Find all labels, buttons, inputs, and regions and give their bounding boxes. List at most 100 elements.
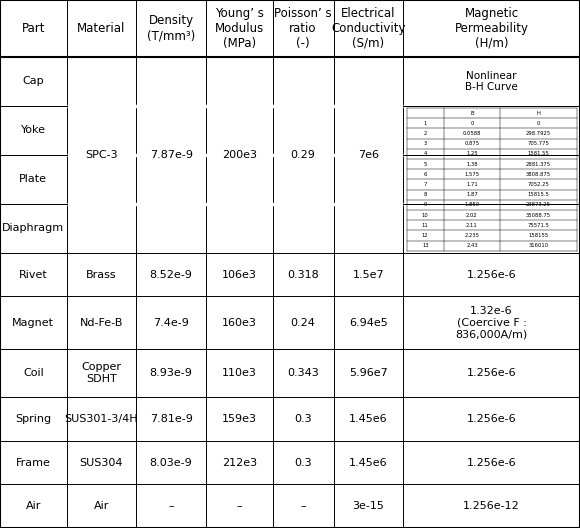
- Text: 0.343: 0.343: [287, 368, 319, 378]
- Text: 1.32e-6
(Coercive F :
836,000A/m): 1.32e-6 (Coercive F : 836,000A/m): [455, 306, 528, 340]
- Text: 212e3: 212e3: [222, 458, 257, 467]
- Text: 1.256e-6: 1.256e-6: [467, 368, 516, 378]
- Text: Cap: Cap: [23, 77, 44, 87]
- Text: 159e3: 159e3: [222, 414, 257, 424]
- Text: Poisson’ s
ratio
(-): Poisson’ s ratio (-): [274, 7, 332, 50]
- Text: 5.96e7: 5.96e7: [349, 368, 387, 378]
- Text: 1.87: 1.87: [466, 192, 478, 197]
- Text: 3808.875: 3808.875: [525, 172, 551, 177]
- Text: 200e3: 200e3: [222, 150, 257, 160]
- Text: SUS304: SUS304: [80, 458, 123, 467]
- Text: Air: Air: [26, 501, 41, 511]
- Text: 2.11: 2.11: [466, 223, 478, 228]
- Text: Magnetic
Permeability
(H/m): Magnetic Permeability (H/m): [455, 7, 528, 50]
- Text: H: H: [536, 111, 540, 116]
- Text: Copper
SDHT: Copper SDHT: [82, 362, 121, 384]
- Text: 1581.55: 1581.55: [527, 152, 549, 156]
- Text: Electrical
Conductivity
(S/m): Electrical Conductivity (S/m): [331, 7, 405, 50]
- Text: 6: 6: [423, 172, 427, 177]
- Text: 1.45e6: 1.45e6: [349, 458, 387, 467]
- Text: Material: Material: [77, 22, 126, 35]
- Text: 1.575: 1.575: [465, 172, 480, 177]
- Text: 2881.375: 2881.375: [525, 162, 551, 166]
- Text: 2.02: 2.02: [466, 213, 478, 218]
- Text: 158155: 158155: [528, 233, 549, 238]
- Text: 7.87e-9: 7.87e-9: [150, 150, 193, 160]
- Text: 5: 5: [423, 162, 427, 166]
- Text: Air: Air: [94, 501, 109, 511]
- Text: 0.875: 0.875: [465, 141, 480, 146]
- Text: 1.5e7: 1.5e7: [353, 270, 384, 280]
- Text: 106e3: 106e3: [222, 270, 257, 280]
- Text: –: –: [237, 501, 242, 511]
- Text: 1.256e-12: 1.256e-12: [463, 501, 520, 511]
- Text: Yoke: Yoke: [21, 126, 46, 135]
- Text: 0.0588: 0.0588: [463, 131, 481, 136]
- Text: 0.3: 0.3: [294, 414, 312, 424]
- Text: 1.25: 1.25: [466, 152, 478, 156]
- Text: Brass: Brass: [86, 270, 117, 280]
- Text: 1.45e6: 1.45e6: [349, 414, 387, 424]
- Text: 13: 13: [422, 243, 429, 248]
- Text: Part: Part: [21, 22, 45, 35]
- Text: 0.24: 0.24: [291, 318, 316, 328]
- Text: 110e3: 110e3: [222, 368, 257, 378]
- Text: 35088.75: 35088.75: [525, 213, 551, 218]
- Text: 0: 0: [470, 121, 474, 126]
- Text: 12: 12: [422, 233, 429, 238]
- Text: 0.318: 0.318: [287, 270, 319, 280]
- Text: 705.775: 705.775: [527, 141, 549, 146]
- Text: 7052.25: 7052.25: [527, 182, 549, 187]
- Text: 160e3: 160e3: [222, 318, 257, 328]
- Text: Plate: Plate: [19, 174, 48, 184]
- Text: Density
(T/mm³): Density (T/mm³): [147, 14, 195, 42]
- Text: 7: 7: [423, 182, 427, 187]
- Text: 8: 8: [423, 192, 427, 197]
- Text: Spring: Spring: [15, 414, 52, 424]
- Text: SPC-3: SPC-3: [85, 150, 118, 160]
- Text: –: –: [300, 501, 306, 511]
- Text: 75571.5: 75571.5: [527, 223, 549, 228]
- Text: 4: 4: [423, 152, 427, 156]
- Text: –: –: [168, 501, 174, 511]
- Text: 1: 1: [423, 121, 427, 126]
- Text: 3: 3: [423, 141, 427, 146]
- Text: 10: 10: [422, 213, 429, 218]
- Text: Frame: Frame: [16, 458, 51, 467]
- Text: Diaphragm: Diaphragm: [2, 223, 64, 233]
- Text: 1.850: 1.850: [465, 202, 480, 208]
- Text: 8.93e-9: 8.93e-9: [150, 368, 193, 378]
- Text: 0: 0: [536, 121, 540, 126]
- Text: 2.235: 2.235: [465, 233, 480, 238]
- Text: Magnet: Magnet: [12, 318, 55, 328]
- Text: 7.81e-9: 7.81e-9: [150, 414, 193, 424]
- Text: 9: 9: [423, 202, 427, 208]
- Text: 0.29: 0.29: [291, 150, 316, 160]
- Text: 3e-15: 3e-15: [353, 501, 384, 511]
- Text: 1.256e-6: 1.256e-6: [467, 458, 516, 467]
- Text: Nonlinear
B-H Curve: Nonlinear B-H Curve: [465, 71, 518, 92]
- Text: 2: 2: [423, 131, 427, 136]
- Text: 1.71: 1.71: [466, 182, 478, 187]
- Text: 8.03e-9: 8.03e-9: [150, 458, 193, 467]
- Text: 11: 11: [422, 223, 429, 228]
- Text: B: B: [470, 111, 474, 116]
- Text: 2.43: 2.43: [466, 243, 478, 248]
- Text: 15815.5: 15815.5: [527, 192, 549, 197]
- Text: 23873.25: 23873.25: [526, 202, 551, 208]
- Text: 7e6: 7e6: [358, 150, 379, 160]
- Text: 0.3: 0.3: [294, 458, 312, 467]
- Text: 1.38: 1.38: [466, 162, 478, 166]
- Text: 7.4e-9: 7.4e-9: [153, 318, 189, 328]
- Text: 1.256e-6: 1.256e-6: [467, 270, 516, 280]
- Text: 8.52e-9: 8.52e-9: [150, 270, 193, 280]
- Text: 298.7925: 298.7925: [525, 131, 551, 136]
- Text: Coil: Coil: [23, 368, 44, 378]
- Text: 1.256e-6: 1.256e-6: [467, 414, 516, 424]
- Text: SUS301-3/4H: SUS301-3/4H: [65, 414, 138, 424]
- Text: Young’ s
Modulus
(MPa): Young’ s Modulus (MPa): [215, 7, 264, 50]
- Text: 316010: 316010: [528, 243, 548, 248]
- Text: Nd-Fe-B: Nd-Fe-B: [80, 318, 123, 328]
- Text: 6.94e5: 6.94e5: [349, 318, 387, 328]
- Text: Rivet: Rivet: [19, 270, 48, 280]
